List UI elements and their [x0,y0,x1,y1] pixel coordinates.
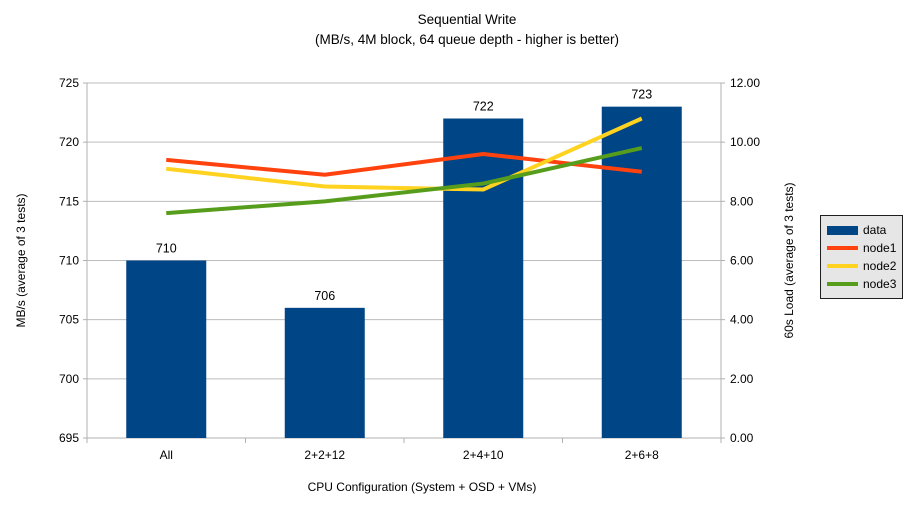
y-axis-left-tick-label: 695 [59,431,79,445]
chart-title: Sequential Write [417,12,517,27]
legend-item-node2: node2 [827,257,900,275]
bar-value-label: 723 [631,88,652,102]
x-axis-category-label: All [160,448,173,462]
legend-label-node3: node3 [863,277,897,291]
bar-value-label: 710 [156,242,177,256]
bar-value-label: 722 [473,100,494,114]
chart-title-block: Sequential Write (MB/s, 4M block, 64 que… [27,10,907,50]
legend-chip-node2 [827,264,858,268]
legend-chip-node1 [827,246,858,250]
x-axis-category-label: 2+4+10 [463,448,504,462]
y-axis-left-tick-label: 700 [59,372,79,386]
y-axis-left-tick-label: 705 [59,313,79,327]
y-axis-right-tick-label: 2.00 [730,372,754,386]
line-node2 [166,116,643,192]
bar-value-label: 706 [314,289,335,303]
chart-subtitle: (MB/s, 4M block, 64 queue depth - higher… [315,32,619,47]
x-axis-category-label: 2+2+12 [304,448,345,462]
bar-data-2+6+8 [601,106,682,439]
legend-chip-data [827,225,858,235]
y-axis-left-tick-label: 725 [59,76,79,90]
y-axis-left-title: MB/s (average of 3 tests) [14,193,28,327]
bar-data-2+2+12 [284,307,365,438]
legend-item-node3: node3 [827,275,900,293]
line-node3 [166,146,643,216]
x-axis-title: CPU Configuration (System + OSD + VMs) [308,480,537,494]
y-axis-left-tick-label: 710 [59,254,79,268]
legend-label-data: data [863,223,887,237]
y-axis-left-tick-label: 720 [59,135,79,149]
legend-chip-node3 [827,282,858,286]
bar-data-All [126,260,207,438]
bar-data-2+4+10 [443,118,524,438]
legend-item-node1: node1 [827,239,900,257]
y-axis-right-tick-label: 12.00 [730,76,760,90]
legend-label-node2: node2 [863,259,897,273]
line-node1 [166,151,642,177]
x-axis-category-label: 2+6+8 [625,448,659,462]
y-axis-right-title: 60s Load (average of 3 tests) [782,182,796,338]
y-axis-right-tick-label: 4.00 [730,313,754,327]
y-axis-right-tick-label: 0.00 [730,431,754,445]
y-axis-right-tick-label: 10.00 [730,135,760,149]
legend-item-data: data [827,221,900,239]
legend: data node1 node2 node3 [820,215,903,299]
y-axis-right-tick-label: 8.00 [730,194,754,208]
legend-label-node1: node1 [863,241,897,255]
y-axis-left-tick-label: 715 [59,194,79,208]
y-axis-right-tick-label: 6.00 [730,254,754,268]
